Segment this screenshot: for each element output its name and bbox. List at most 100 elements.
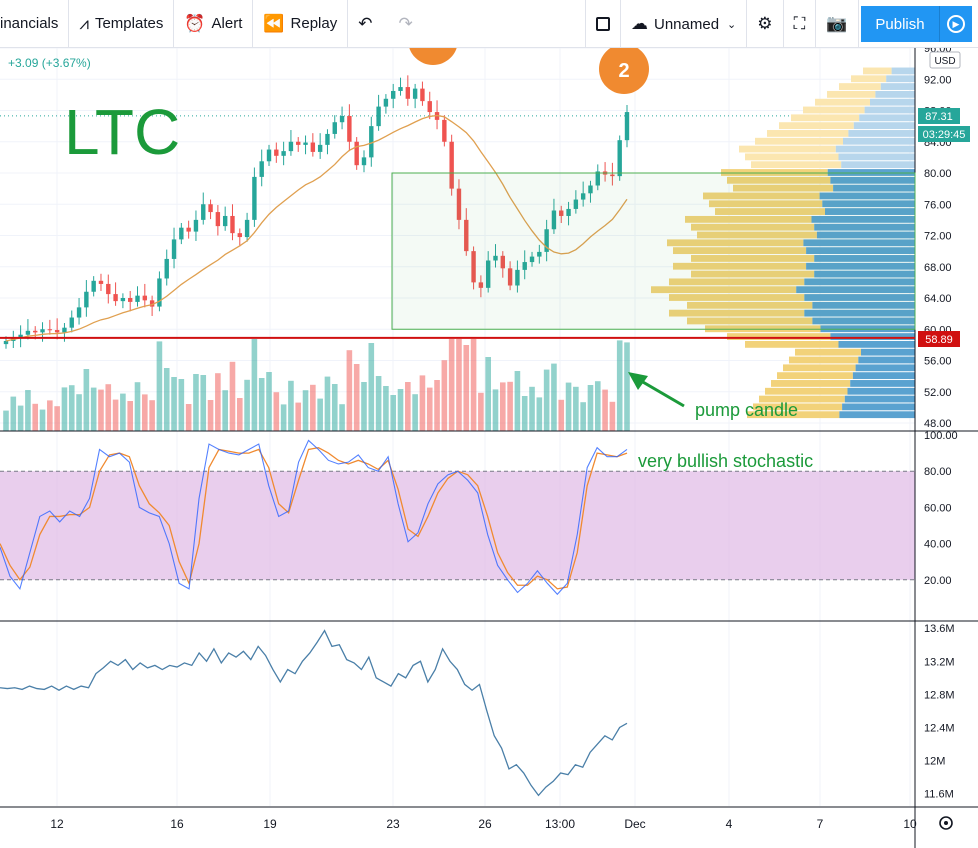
candle-body xyxy=(54,330,60,333)
candle-body xyxy=(84,291,89,308)
time-tick-label: 23 xyxy=(386,817,400,831)
volume-profile-buy-bar xyxy=(822,200,915,208)
svg-text:USD: USD xyxy=(934,56,955,67)
candle-body xyxy=(47,329,53,331)
volume-bar xyxy=(288,380,294,431)
volume-profile-sell-bar xyxy=(691,255,815,262)
volume-bar xyxy=(200,375,207,431)
volume-bar xyxy=(543,369,550,431)
volume-bar xyxy=(17,405,24,431)
stochastic-band xyxy=(0,471,915,580)
candle-body xyxy=(405,87,411,99)
templates-button[interactable]: ⩘ Templates xyxy=(69,0,175,48)
volume-bar xyxy=(346,350,353,431)
volume-profile-buy-bar xyxy=(830,176,915,184)
candle-body xyxy=(171,239,177,259)
volume-bar xyxy=(361,382,367,431)
volume-profile-buy-bar xyxy=(864,106,915,114)
volume-bar xyxy=(368,343,375,431)
volume-profile-sell-bar xyxy=(777,372,853,380)
volume-bar xyxy=(383,386,389,431)
candle-body xyxy=(281,151,286,156)
volume-bar xyxy=(609,401,616,431)
candle-body xyxy=(551,210,557,230)
volume-bar xyxy=(434,380,440,431)
volume-profile-sell-bar xyxy=(791,114,860,122)
screenshot-button[interactable]: 📷 xyxy=(816,0,859,48)
replay-label: Replay xyxy=(290,15,338,32)
layout-select[interactable]: ☁ Unnamed ⌄ xyxy=(621,0,748,48)
stochastic-tick-label: 100.00 xyxy=(924,430,958,442)
redo-button[interactable]: ↷ xyxy=(388,0,428,48)
volume-bar xyxy=(134,382,141,431)
candle-body xyxy=(120,298,126,302)
volume-bar xyxy=(331,384,338,431)
volume-profile-buy-bar xyxy=(811,215,915,223)
templates-icon: ⩘ xyxy=(79,13,89,33)
candle-body xyxy=(186,227,191,232)
volume-profile-buy-bar xyxy=(852,372,915,380)
candle-body xyxy=(383,98,389,107)
volume-profile-sell-bar xyxy=(839,83,881,90)
volume-bar xyxy=(47,400,53,431)
obv-tick-label: 12M xyxy=(924,756,945,768)
countdown-label: 03:29:45 xyxy=(918,126,970,142)
candle-body xyxy=(376,106,381,127)
settings-gear-icon[interactable] xyxy=(939,816,953,830)
candle-body xyxy=(456,188,462,220)
volume-bar xyxy=(229,361,236,431)
publish-options-button[interactable]: ▶ xyxy=(939,6,972,42)
volume-profile-buy-bar xyxy=(841,161,915,169)
financials-button[interactable]: inancials xyxy=(0,0,70,48)
fullscreen-square-button[interactable] xyxy=(585,0,621,48)
stochastic-tick-label: 80.00 xyxy=(924,466,952,478)
volume-bar xyxy=(258,378,265,431)
volume-bar xyxy=(54,406,60,431)
time-tick-label: 10 xyxy=(903,817,917,831)
volume-bar xyxy=(156,341,163,431)
candle-body xyxy=(507,268,513,286)
candle-body xyxy=(252,176,257,220)
volume-bar xyxy=(441,360,448,431)
volume-bar xyxy=(536,397,543,431)
price-tick-label: 80.00 xyxy=(924,168,952,180)
svg-text:58.89: 58.89 xyxy=(925,334,953,346)
fullscreen-button[interactable]: ⛶ xyxy=(784,0,817,48)
volume-profile-buy-bar xyxy=(843,137,915,145)
volume-profile-buy-bar xyxy=(816,231,915,239)
volume-bar xyxy=(105,384,112,431)
volume-profile-sell-bar xyxy=(651,286,797,294)
candle-body xyxy=(128,298,133,302)
replay-button[interactable]: ⏪ Replay xyxy=(253,0,349,48)
publish-button[interactable]: Publish xyxy=(861,6,939,42)
undo-button[interactable]: ↶ xyxy=(348,0,388,48)
volume-profile-sell-bar xyxy=(745,340,839,348)
volume-profile-sell-bar xyxy=(673,247,807,255)
settings-button[interactable]: ⚙ xyxy=(747,0,784,48)
obv-tick-label: 13.6M xyxy=(924,623,955,635)
candle-body xyxy=(3,340,9,345)
last-price-label: 87.31 xyxy=(918,108,960,124)
candle-body xyxy=(69,317,74,328)
volume-profile-buy-bar xyxy=(875,90,915,98)
volume-bar xyxy=(83,369,90,431)
volume-bar xyxy=(39,409,46,431)
candle-body xyxy=(449,141,454,189)
alert-label: Alert xyxy=(211,15,243,32)
obv-tick-label: 11.6M xyxy=(924,789,954,801)
candle-body xyxy=(369,126,374,158)
volume-bar xyxy=(456,339,462,431)
volume-profile-buy-bar xyxy=(830,333,915,340)
volume-bar xyxy=(171,377,177,431)
volume-profile-sell-bar xyxy=(669,294,805,301)
volume-profile-sell-bar xyxy=(739,145,836,153)
candle-body xyxy=(288,141,294,152)
alert-button[interactable]: ⏰ Alert xyxy=(174,0,254,48)
volume-bar xyxy=(10,396,17,431)
volume-bar xyxy=(500,382,506,431)
currency-label[interactable]: USD xyxy=(929,51,961,69)
volume-profile-buy-bar xyxy=(891,67,915,75)
candle-body xyxy=(193,219,199,232)
volume-bars xyxy=(3,339,630,431)
templates-label: Templates xyxy=(94,15,164,32)
